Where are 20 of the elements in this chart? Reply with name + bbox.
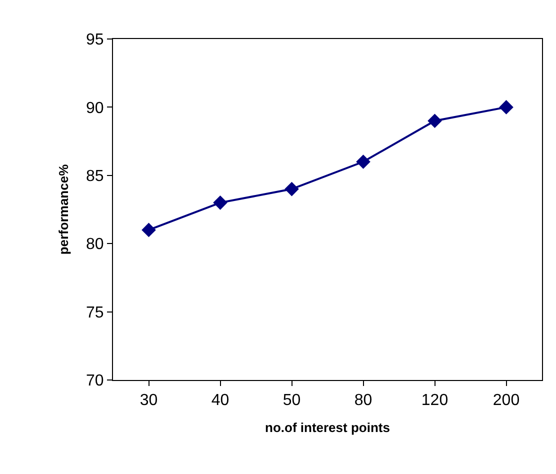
x-tick-label: 30 — [140, 392, 158, 410]
y-tick-label: 90 — [86, 100, 104, 117]
point — [356, 154, 370, 169]
x-tick-label: 40 — [211, 392, 230, 410]
y-tick-label: 70 — [86, 372, 104, 390]
y-tick-label: 75 — [86, 304, 104, 322]
y-tick-label: 80 — [86, 236, 104, 254]
point — [428, 114, 442, 128]
point — [499, 100, 514, 114]
point — [213, 196, 228, 210]
x-tick-label: 120 — [421, 392, 448, 410]
x-tick-label: 200 — [492, 392, 520, 410]
point — [284, 182, 299, 196]
y-tick-label: 85 — [86, 168, 104, 185]
x-tick-label: 80 — [354, 392, 372, 410]
point — [142, 222, 156, 238]
y-axis-title: performance% — [56, 164, 71, 255]
x-tick-label: 50 — [282, 392, 301, 410]
y-tick-label: 95 — [86, 32, 104, 49]
x-axis-title: no.of interest points — [265, 420, 390, 435]
